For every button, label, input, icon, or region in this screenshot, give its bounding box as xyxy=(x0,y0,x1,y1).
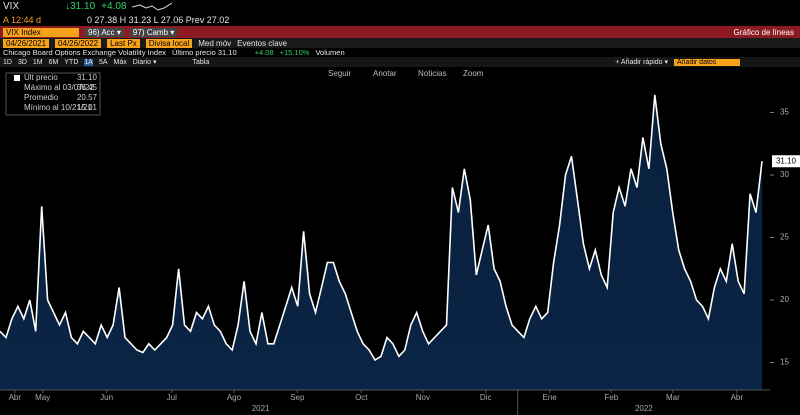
period-button[interactable]: 1D xyxy=(3,58,12,66)
y-tick-label: 30 xyxy=(780,170,789,179)
mov-avg[interactable]: Med móv xyxy=(198,38,232,48)
x-tick-label: Sep xyxy=(290,393,305,402)
chart: 31.10 15 20 25 30 35 Abr May Jun Jul Ago Sep Oct Nov D… xyxy=(0,69,800,415)
ohlc: 0 27.38 H 31.23 L 27.06 Prev 27.02 xyxy=(87,14,230,25)
legend-box xyxy=(5,72,101,116)
legend-name: Máximo al 03/07/22 xyxy=(24,83,94,92)
period-button[interactable]: 6M xyxy=(48,58,59,66)
ticker: VIX xyxy=(3,1,20,12)
settings-row: 04/26/2021 04/26/2022 Last Px Divisa loc… xyxy=(0,38,800,48)
last-text: Último precio 31.10 xyxy=(172,48,237,57)
x-tick-label: Jul xyxy=(167,393,177,402)
x-tick-label: Feb xyxy=(604,393,618,402)
y-tick-label: 20 xyxy=(780,295,789,304)
tool-button[interactable]: Noticias xyxy=(418,69,446,78)
line xyxy=(0,94,763,362)
price: ↓31.10 xyxy=(65,1,96,12)
legend-name: Últ precio xyxy=(24,73,58,82)
x-tick-label: Abr xyxy=(731,393,744,402)
tool-button[interactable]: Seguir xyxy=(328,69,351,78)
add-data[interactable]: Añadir datos xyxy=(674,58,740,66)
period-row: 1D 3D 1M 6M YTD 1A 5A Máx Diario ▾ Tabla + Añadir… xyxy=(0,57,800,67)
menu-acc[interactable]: 96) Acc ▾ xyxy=(85,27,124,37)
y-tick-label: 35 xyxy=(780,108,789,117)
sparkline xyxy=(132,2,173,11)
x-tick-label: Ago xyxy=(227,393,242,402)
x-tick-label: Ene xyxy=(543,393,558,402)
legend-value: 20.57 xyxy=(77,93,98,102)
date-from[interactable]: 04/26/2021 xyxy=(3,38,50,48)
period-button[interactable]: 1A xyxy=(84,58,93,66)
x-tick-label: May xyxy=(35,393,50,402)
security-input[interactable]: VIX Index xyxy=(3,27,79,37)
chart-kind: Gráfico de líneas xyxy=(733,27,794,37)
volume: Volumen xyxy=(315,48,345,57)
year-label: 2021 xyxy=(252,404,270,413)
legend-swatch xyxy=(14,75,20,81)
table-button[interactable]: Tabla xyxy=(192,58,210,66)
period-button[interactable]: 3D xyxy=(17,58,27,66)
period-button[interactable]: Máx xyxy=(113,58,127,66)
currency[interactable]: Divisa local xyxy=(145,38,193,48)
legend-name: Promedio xyxy=(24,93,59,102)
x-tick-label: Oct xyxy=(355,393,368,402)
y-tick-label: 15 xyxy=(780,358,789,367)
last-change: +4.08 xyxy=(254,48,274,57)
last-price-tag xyxy=(772,155,800,168)
last-pct: +15.10% xyxy=(279,48,310,57)
x-tick-label: Jun xyxy=(100,393,113,402)
menu-camb[interactable]: 97) Camb ▾ xyxy=(129,27,178,37)
description-row: Chicago Board Options Exchange Volatilit… xyxy=(0,48,800,57)
x-tick-label: Nov xyxy=(416,393,430,402)
last-price-label: 31.10 xyxy=(776,156,797,165)
legend-value: 15.01 xyxy=(77,103,98,112)
period-button[interactable]: 5A xyxy=(98,58,108,66)
legend-value: 31.10 xyxy=(77,73,98,82)
quote-row-2: A 12:44 d 0 27.38 H 31.23 L 27.06 Prev 2… xyxy=(0,13,800,26)
command-bar: VIX Index 96) Acc ▾ 97) Camb ▾ Gráfico d… xyxy=(0,26,800,38)
x-tick-label: Abr xyxy=(9,393,22,402)
quote-row: VIX ↓31.10 +4.08 xyxy=(0,0,800,13)
tool-button[interactable]: Anotar xyxy=(373,69,397,78)
x-tick-label: Mar xyxy=(666,393,680,402)
legend-value: 36.45 xyxy=(77,83,98,92)
period-button[interactable]: 1M xyxy=(32,58,43,66)
legend-name: Mínimo al 10/21/21 xyxy=(24,103,93,112)
year-label: 2022 xyxy=(635,404,653,413)
events[interactable]: Eventos clave xyxy=(237,38,287,48)
period-button[interactable]: YTD xyxy=(64,58,79,66)
date-to[interactable]: 04/26/2022 xyxy=(55,38,102,48)
tool-button[interactable]: Zoom xyxy=(463,69,484,78)
time: A 12:44 d xyxy=(3,14,42,25)
field[interactable]: Last Px xyxy=(107,38,140,48)
y-tick-label: 25 xyxy=(780,233,789,242)
area xyxy=(0,95,762,390)
description: Chicago Board Options Exchange Volatilit… xyxy=(3,48,167,57)
quick-add[interactable]: + Añadir rápido ▾ xyxy=(615,59,668,66)
change: +4.08 xyxy=(101,1,127,12)
period-button[interactable]: Diario ▾ xyxy=(132,59,157,66)
x-tick-label: Dic xyxy=(480,393,492,402)
